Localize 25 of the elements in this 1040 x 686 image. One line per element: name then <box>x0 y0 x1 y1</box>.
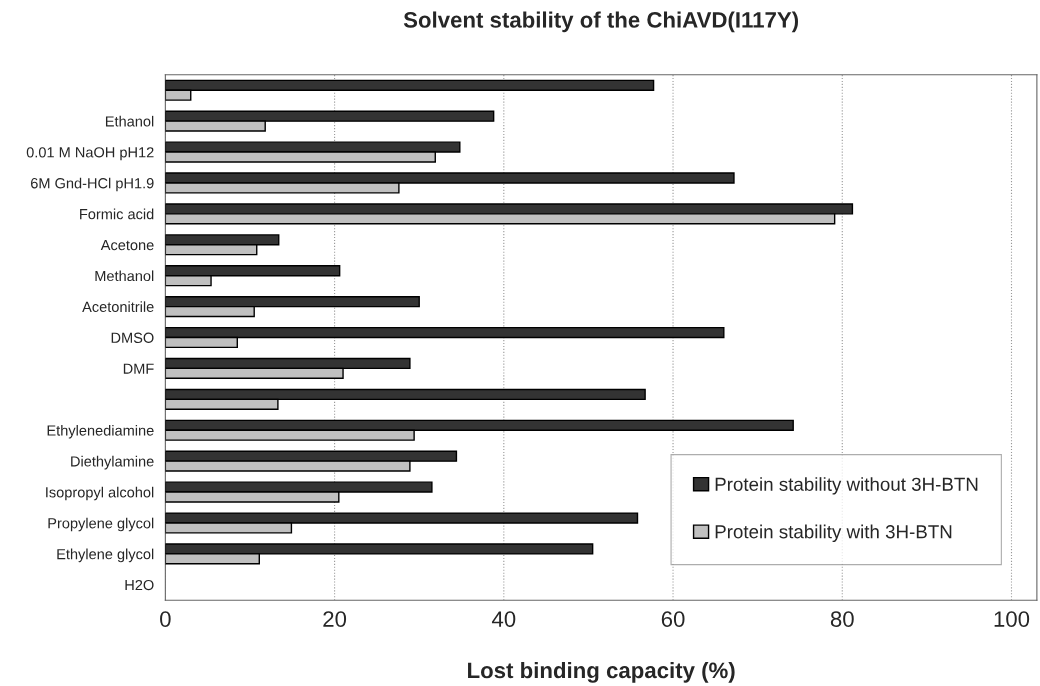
y-tick-label: 6M Gnd-HCl pH1.9 <box>30 177 154 192</box>
chart-title: Solvent stability of the ChiAVD(I117Y) <box>403 11 799 33</box>
y-tick-label: 0.01 M NaOH pH12 <box>26 147 154 161</box>
y-tick-label: Acetonitrile <box>82 301 154 313</box>
y-tick-label: H2O <box>125 579 154 591</box>
y-tick-label: Ethanol <box>105 115 154 127</box>
legend-label: Protein stability without 3H-BTN <box>715 477 978 495</box>
y-tick-label: Diethylamine <box>71 455 154 470</box>
y-tick-label: Ethylenediamine <box>47 424 154 439</box>
y-tick-label: Isopropyl alcohol <box>46 486 154 501</box>
y-tick-label: Methanol <box>95 270 154 282</box>
x-tick-label: 40 <box>491 611 516 627</box>
legend-label: Protein stability with 3H-BTN <box>715 524 952 543</box>
x-tick-label: 20 <box>323 611 347 627</box>
y-tick-label: DMSO <box>111 332 154 343</box>
x-tick-label: 100 <box>994 611 1030 627</box>
y-tick-label: DMF <box>123 363 154 374</box>
y-tick-label: Acetone <box>100 240 154 251</box>
y-tick-label: Ethylene glycol <box>57 548 154 563</box>
y-tick-label: Formic acid <box>80 208 154 220</box>
x-tick-label: 80 <box>830 611 854 627</box>
x-tick-label: 60 <box>661 611 685 627</box>
y-tick-label: Propylene glycol <box>48 517 154 532</box>
x-tick-label: 0 <box>160 611 171 627</box>
x-axis-title: Lost binding capacity (%) <box>468 661 735 683</box>
